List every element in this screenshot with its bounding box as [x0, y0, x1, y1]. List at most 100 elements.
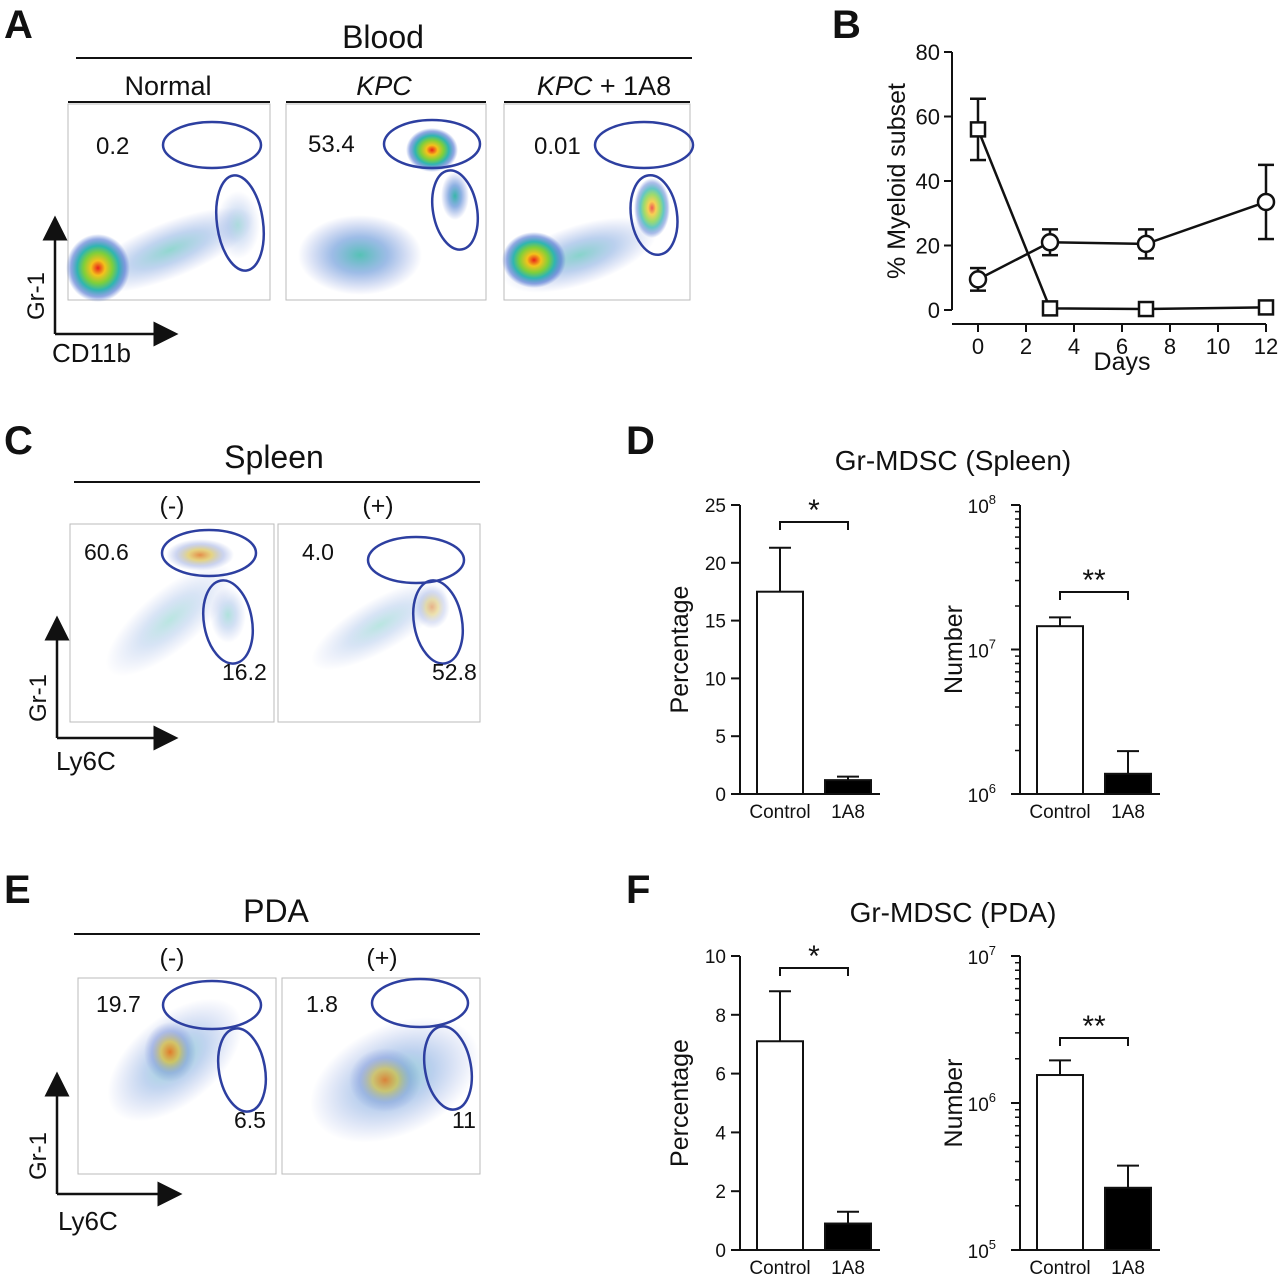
data-point-square [969, 121, 987, 138]
bar-1a8 [824, 1222, 872, 1252]
gate-value: 53.4 [308, 131, 355, 158]
gate-lower [215, 174, 265, 272]
data-point-circle [968, 270, 988, 289]
gate-value-upper: 60.6 [84, 539, 129, 565]
x-tick-label: Control [1029, 802, 1090, 823]
gate-lower [629, 174, 679, 256]
y-tick-label: 108 [968, 492, 996, 518]
x-tick-label: 1A8 [831, 1258, 865, 1279]
panel-a-col-normal: Normal [124, 71, 211, 101]
y-tick-label: 106 [968, 1090, 996, 1116]
x-axis-label: Days [1094, 348, 1151, 376]
flow-plot-c-pos: 4.0 52.8 [277, 523, 481, 723]
gate-upper [593, 120, 695, 170]
x-tick-label: 10 [1206, 334, 1230, 359]
y-tick-label: 5 [715, 727, 726, 748]
y-tick-label: 40 [916, 169, 940, 194]
bar-control [756, 590, 804, 796]
flow-plot-a-kpc: 53.4 [285, 103, 487, 301]
y-axis-label: Percentage [666, 1039, 694, 1167]
gate-lower [202, 579, 254, 665]
panel-letter-b: B [832, 3, 861, 47]
y-tick-label: 6 [715, 1065, 726, 1086]
significance-bracket [1059, 591, 1129, 600]
x-tick-label: Control [749, 1258, 810, 1279]
x-tick-label: 1A8 [831, 802, 865, 823]
series-line-circle [977, 200, 1267, 281]
bar-control [1036, 1074, 1084, 1251]
y-tick-label: 60 [916, 105, 940, 130]
data-point-circle [1040, 233, 1060, 252]
y-axis-label: Gr-1 [25, 674, 52, 722]
y-tick-label: 2 [715, 1182, 726, 1203]
x-axis-label: CD11b [52, 338, 131, 368]
gate-upper [370, 977, 470, 1029]
y-tick-label: 106 [968, 781, 996, 807]
panel-letter-e: E [4, 868, 31, 912]
panel-letter-f: F [626, 868, 650, 912]
chart-d-percentage: 0 5 10 15 20 25 Percentage Control 1A8 * [666, 494, 880, 823]
gate-value: 0.2 [96, 133, 129, 160]
significance-bracket [779, 521, 849, 530]
gate-lower [422, 1025, 474, 1111]
x-tick-label: 0 [972, 334, 984, 359]
flow-plot-a-normal: 0.2 [66, 103, 271, 302]
panel-d-title: Gr-MDSC (Spleen) [835, 445, 1071, 476]
x-tick-label: 1A8 [1111, 802, 1145, 823]
y-tick-label: 20 [705, 554, 726, 575]
panel-a: Blood Normal KPC KPC + 1A8 0.2 53.4 [23, 19, 695, 368]
x-axis-label: Ly6C [56, 746, 116, 776]
bar-1a8 [1104, 772, 1152, 796]
significance-label: * [808, 940, 820, 973]
flow-plot-e-pos: 1.8 11 [281, 977, 481, 1175]
data-point-square [1257, 299, 1275, 316]
gate-lower [216, 1027, 268, 1113]
panel-c: Spleen (-) (+) 60.6 16.2 4.0 52.8 Gr-1 L… [25, 439, 481, 776]
data-point-square [1137, 300, 1155, 318]
y-tick-label: 0 [715, 1241, 726, 1262]
flow-plot-e-neg: 19.7 6.5 [77, 977, 277, 1175]
data-point-square [1041, 300, 1059, 317]
x-tick-label: 1A8 [1111, 1258, 1145, 1279]
x-tick-label: 6 [1116, 334, 1128, 359]
panel-letter-a: A [4, 3, 33, 47]
x-tick-label: 12 [1254, 334, 1278, 359]
x-tick-label: 8 [1164, 334, 1176, 359]
y-tick-label: 15 [705, 612, 726, 633]
y-tick-label: 105 [968, 1237, 996, 1263]
chart-f-percentage: 0 2 4 6 8 10 Percentage Control 1A8 * [666, 940, 880, 1279]
gate-upper [161, 120, 263, 170]
y-axis-label: % Myeloid subset [883, 83, 911, 279]
y-tick-label: 20 [916, 234, 940, 259]
panel-c-group-title: Spleen [224, 439, 324, 475]
chart-b-line: 0 20 40 60 80 0 2 4 6 8 10 12 Days % Myeloid subset [883, 40, 1278, 376]
panel-c-col-neg: (-) [160, 492, 185, 520]
flow-plot-c-neg: 60.6 16.2 [69, 523, 275, 723]
significance-label: * [808, 494, 820, 527]
x-tick-label: Control [1029, 1258, 1090, 1279]
y-tick-label: 80 [916, 40, 940, 65]
y-tick-label: 4 [715, 1123, 726, 1144]
x-axis-label: Ly6C [58, 1206, 118, 1236]
flow-plot-a-kpc-1a8: 0.01 [502, 103, 695, 301]
significance-label: ** [1082, 1010, 1106, 1043]
y-tick-label: 107 [968, 637, 996, 663]
y-tick-label: 25 [705, 496, 726, 517]
x-tick-label: 2 [1020, 334, 1032, 359]
panel-a-col-kpc-1a8: KPC + 1A8 [537, 71, 671, 101]
series-line-square [976, 128, 1267, 311]
gate-value-lower: 16.2 [222, 659, 267, 685]
bar-1a8 [824, 779, 872, 795]
data-point-circle [1256, 192, 1276, 212]
y-axis-label: Gr-1 [25, 1132, 52, 1180]
chart-f-number: 105 106 107 Number Control 1A8 ** [940, 943, 1160, 1279]
gate-value-upper: 4.0 [302, 539, 334, 565]
gate-lower [412, 579, 464, 665]
panel-e: PDA (-) (+) 19.7 6.5 1.8 11 Gr-1 Ly6C [25, 893, 481, 1236]
x-tick-label: Control [749, 802, 810, 823]
gate-value-upper: 19.7 [96, 991, 141, 1017]
y-axis-label: Number [940, 605, 968, 694]
y-tick-label: 0 [715, 785, 726, 806]
panel-e-group-title: PDA [243, 893, 309, 929]
